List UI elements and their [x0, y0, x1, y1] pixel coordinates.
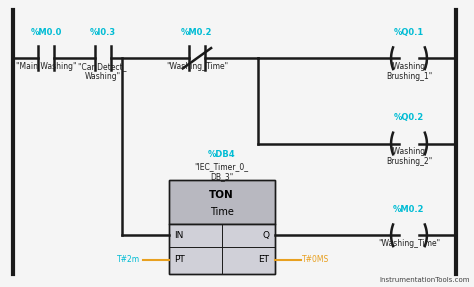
Text: T#2m: T#2m [117, 255, 140, 264]
Text: %DB4: %DB4 [208, 150, 236, 159]
Text: "IEC_Timer_0_
DB_3": "IEC_Timer_0_ DB_3" [195, 162, 249, 181]
Text: %M0.0: %M0.0 [30, 28, 62, 37]
Text: Q: Q [262, 231, 269, 240]
Text: T#0MS: T#0MS [302, 255, 329, 264]
Text: %M0.2: %M0.2 [393, 205, 425, 214]
Text: "Washing/
Brushing_1": "Washing/ Brushing_1" [386, 62, 432, 81]
Text: %Q0.1: %Q0.1 [394, 28, 424, 37]
Text: "Washing_Time": "Washing_Time" [378, 239, 440, 248]
Text: ET: ET [258, 255, 269, 264]
Text: "Car Detect_
Washing": "Car Detect_ Washing" [79, 62, 127, 81]
Text: "Main Washing": "Main Washing" [16, 62, 76, 71]
Text: "Washing/
Brushing_2": "Washing/ Brushing_2" [386, 147, 432, 166]
Bar [169, 181, 275, 224]
Text: PT: PT [174, 255, 185, 264]
Text: %I0.3: %I0.3 [90, 28, 116, 37]
Bar [169, 181, 275, 274]
Bar [169, 224, 275, 274]
Text: %M0.2: %M0.2 [181, 28, 213, 37]
Text: "Washing_Time": "Washing_Time" [166, 62, 228, 71]
Text: %Q0.2: %Q0.2 [394, 113, 424, 122]
Text: Time: Time [210, 207, 234, 217]
Text: TON: TON [210, 191, 234, 200]
Text: InstrumentationTools.com: InstrumentationTools.com [380, 277, 470, 283]
Text: IN: IN [174, 231, 184, 240]
